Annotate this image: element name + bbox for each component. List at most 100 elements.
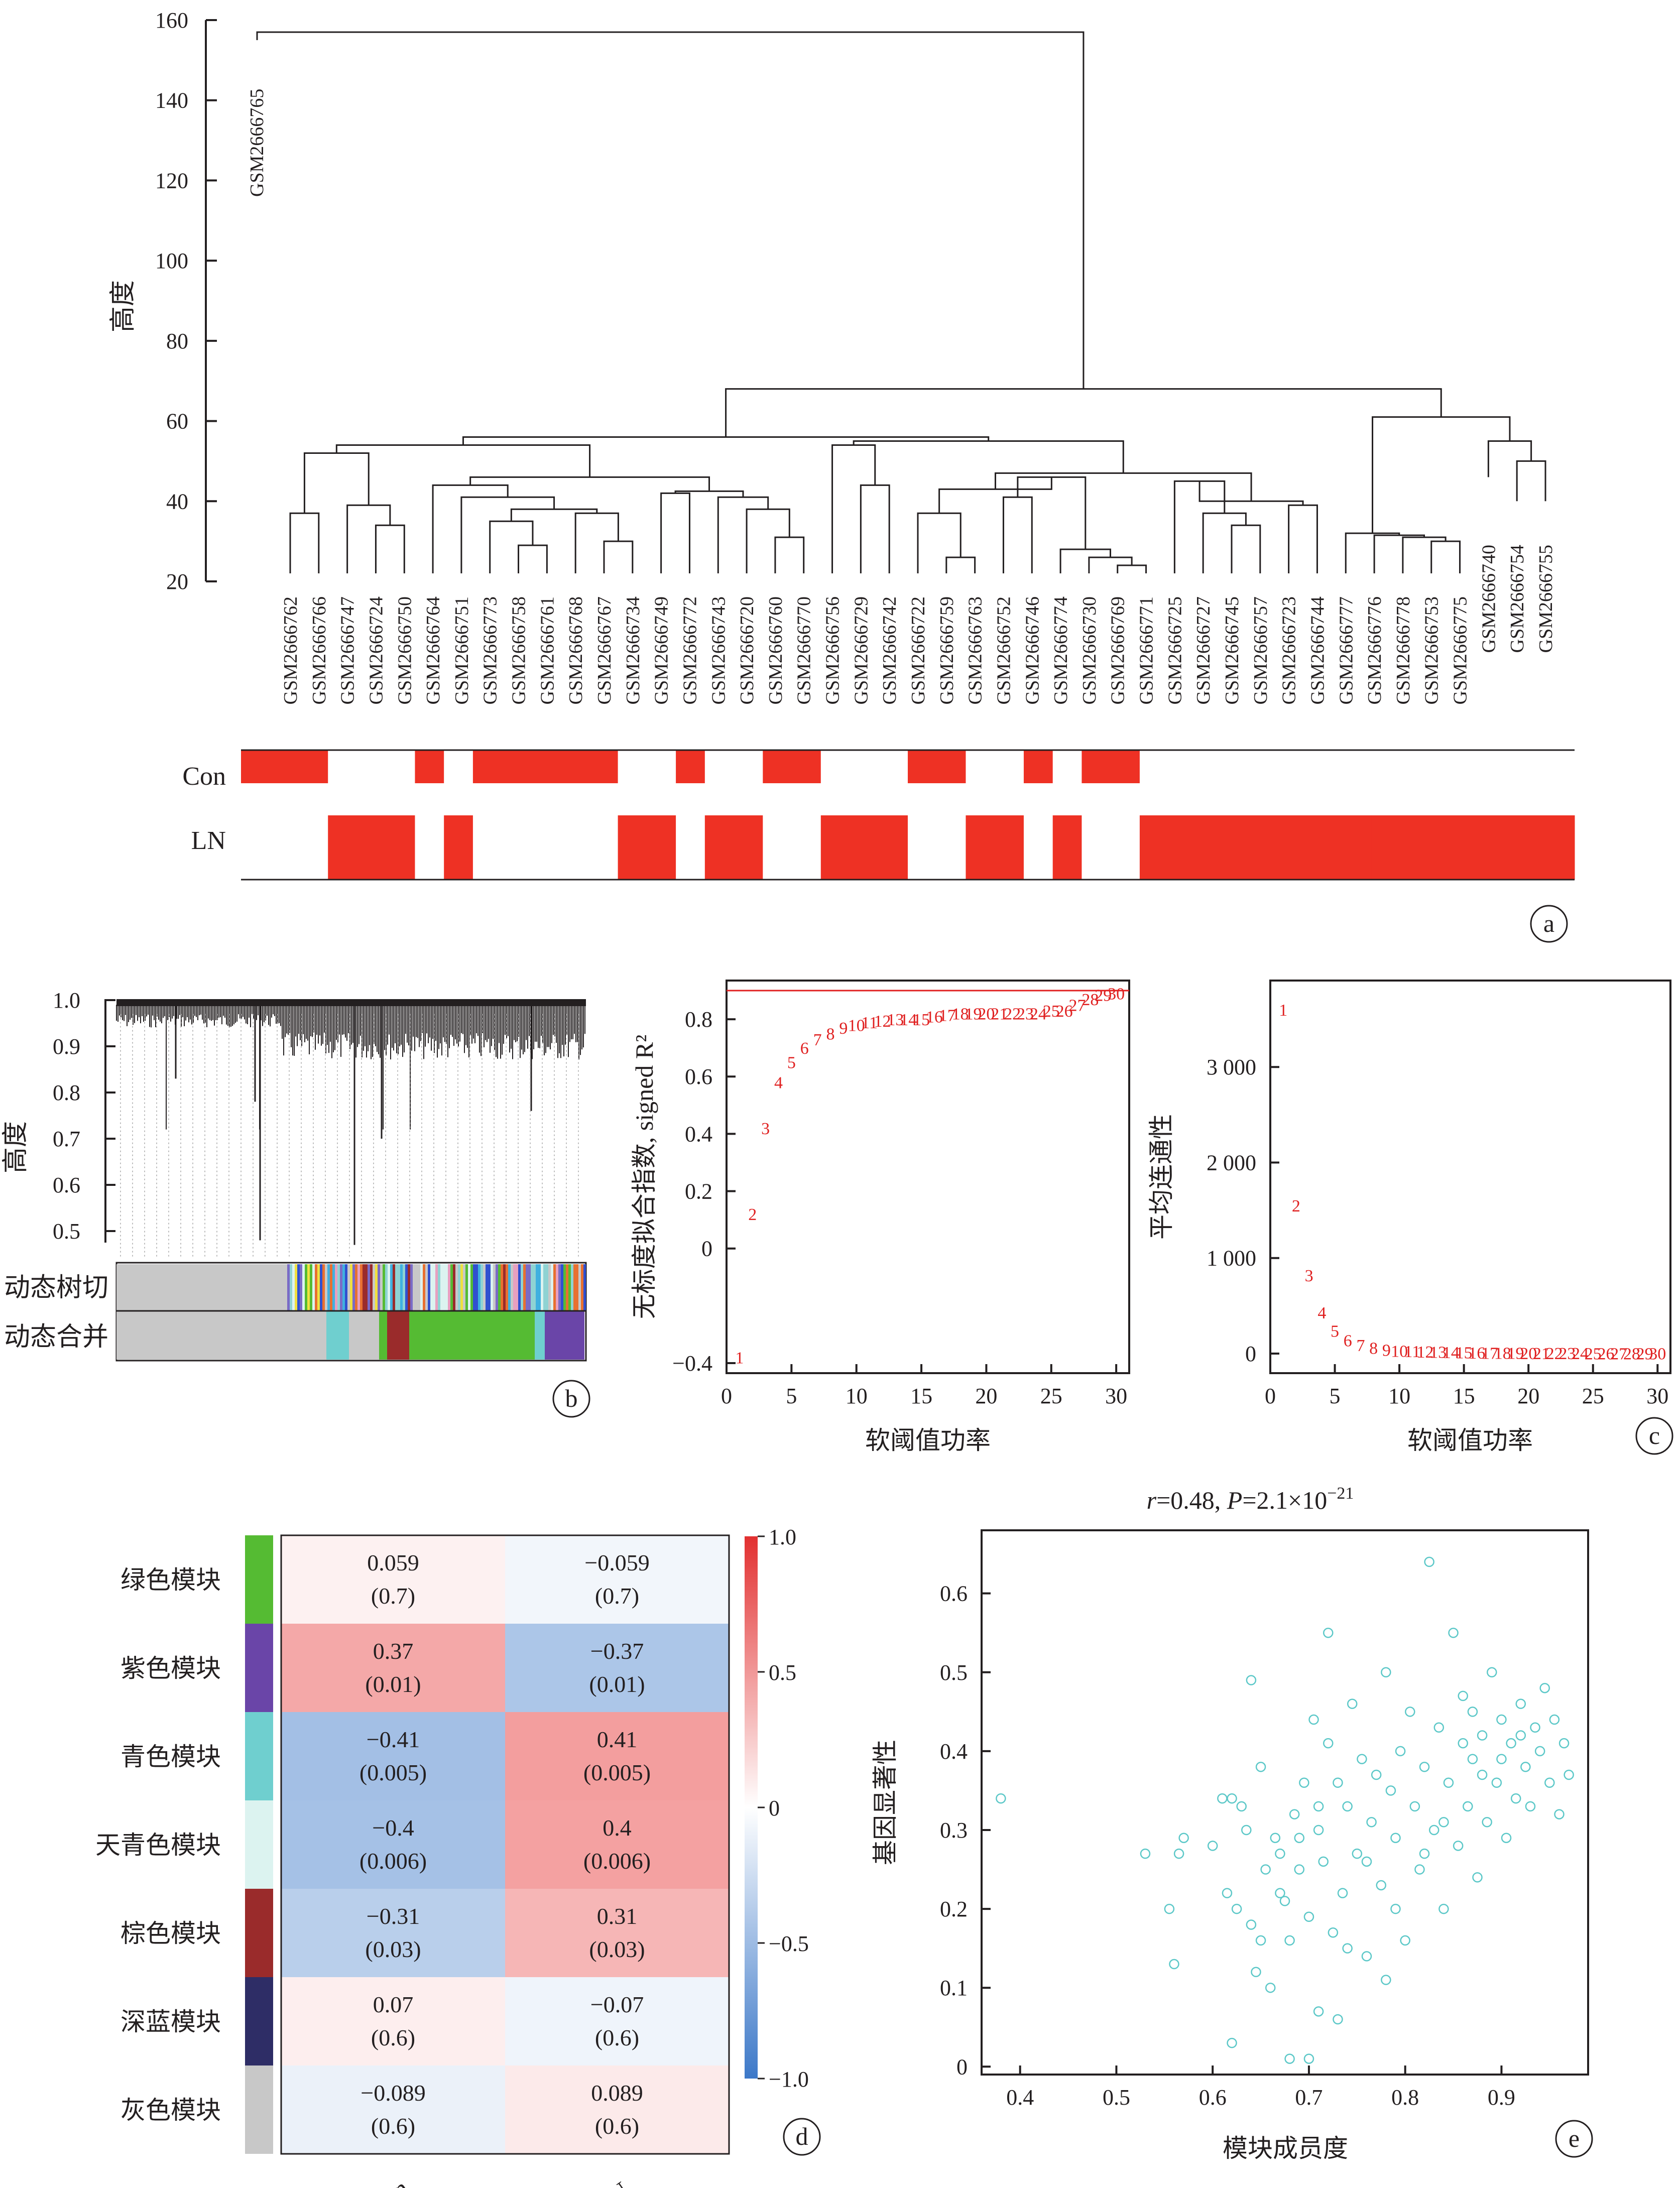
heatmap-cell — [505, 1889, 729, 1977]
heatmap-cell — [281, 2065, 505, 2154]
scatter-point — [1294, 1864, 1305, 1875]
trait-cell-con — [936, 750, 966, 783]
scale-tick-label: −0.5 — [769, 1931, 809, 1956]
trait-cell-ln — [588, 815, 619, 880]
trait-cell-con — [704, 750, 735, 783]
scatter-point — [1371, 1769, 1382, 1780]
dendrogram-link — [469, 476, 710, 492]
scatter-point — [1178, 1833, 1189, 1843]
leaf-label: GSM2666754 — [1507, 545, 1528, 653]
dynamic-tree-stripe — [297, 1264, 300, 1310]
panel-b-row1-label: 动态树切 — [4, 1274, 108, 1302]
leaf-label: GSM2666767 — [594, 596, 615, 704]
dendrogram-link — [489, 520, 534, 574]
panel-b-module-dendrogram: 1.0 0.9 0.8 0.7 0.6 0.5 高度 动态树切 动态合并 b — [2, 988, 590, 1418]
trait-cell-con — [1343, 750, 1372, 783]
dynamic-tree-stripe — [355, 1264, 357, 1310]
fit-point-label: 18 — [952, 1005, 969, 1024]
scatter-xlabel: 模块成员度 — [1223, 2134, 1348, 2162]
panel-b-ytick-label: 0.7 — [53, 1127, 80, 1151]
trait-cell-con — [1429, 750, 1459, 783]
dynamic-tree-stripe — [470, 1264, 473, 1310]
scatter-point — [1496, 1754, 1507, 1764]
scatter-point — [1164, 1903, 1175, 1914]
dendrogram-link — [335, 444, 591, 477]
panel-a-ytick-label: 80 — [166, 329, 188, 353]
dynamic-tree-stripe — [563, 1264, 566, 1310]
trait-cell-ln — [704, 815, 735, 880]
trait-cell-ln — [936, 815, 966, 880]
module-tree-leaves — [120, 1014, 579, 1258]
scatter-point — [1477, 1769, 1488, 1780]
trait-cell-con — [676, 750, 705, 783]
trait-cell-con — [820, 750, 851, 783]
scatter-point — [1284, 2053, 1295, 2064]
dynamic-tree-stripe — [368, 1264, 370, 1310]
dynamic-tree-stripe — [322, 1264, 325, 1310]
dynamic-merge-segment — [545, 1311, 584, 1360]
dynamic-tree-stripe — [363, 1264, 365, 1310]
dendrogram-link — [1198, 481, 1304, 506]
dynamic-tree-stripe — [518, 1264, 521, 1310]
dynamic-tree-stripe — [418, 1264, 420, 1310]
dynamic-tree-stripe — [315, 1264, 317, 1310]
scatter-point — [1299, 1777, 1309, 1788]
scatter-point — [1265, 1982, 1276, 1993]
dynamic-tree-stripe — [568, 1264, 571, 1310]
panel-a-outlier-leaf: GSM2666765 — [247, 89, 268, 197]
module-color-swatch — [245, 1977, 273, 2065]
scale-tick-label: 0.5 — [769, 1660, 796, 1685]
leaf-label: GSM2666773 — [480, 596, 501, 704]
dynamic-tree-stripe — [415, 1264, 418, 1310]
dynamic-tree-stripe — [310, 1264, 312, 1310]
scatter-point — [1279, 1896, 1290, 1906]
fit-xtick-label: 30 — [1105, 1384, 1127, 1408]
trait-cell-ln — [734, 815, 763, 880]
dynamic-tree-stripe — [548, 1264, 551, 1310]
leaf-label: GSM2666756 — [822, 596, 844, 704]
conn-point-label: 24 — [1572, 1345, 1589, 1363]
scatter-point — [1227, 2037, 1237, 2048]
dynamic-tree-stripe — [287, 1264, 290, 1310]
trait-cell-con — [1139, 750, 1169, 783]
trait-cell-ln — [502, 815, 531, 880]
heatmap-col-label: LN — [590, 2176, 634, 2188]
scatter-point — [1405, 1707, 1415, 1717]
dynamic-tree-stripe — [342, 1264, 345, 1310]
dendrogram-link — [1059, 548, 1112, 574]
trait-cell-con — [647, 750, 676, 783]
dendrogram-link — [1017, 476, 1087, 550]
dynamic-tree-stripe — [423, 1264, 425, 1310]
dynamic-tree-stripe — [295, 1264, 297, 1310]
scatter-point — [1270, 1833, 1281, 1843]
leaf-label: GSM2666742 — [879, 596, 900, 704]
conn-ytick-label: 0 — [1245, 1342, 1256, 1366]
module-color-swatch — [245, 1712, 273, 1800]
trait-cell-ln — [1284, 815, 1314, 880]
scatter-point — [1395, 1746, 1406, 1757]
panel-b-badge — [552, 1380, 590, 1418]
module-color-swatch — [245, 1889, 273, 1977]
heatmap-corr-label: −0.4 — [372, 1815, 414, 1841]
color-scale-bar — [745, 1536, 758, 2079]
panel-a-row-ln: LN — [191, 826, 226, 855]
dynamic-tree-stripe — [408, 1264, 410, 1310]
leaf-label: GSM2666761 — [537, 596, 558, 704]
scatter-point — [1539, 1682, 1550, 1693]
dynamic-tree-stripe — [531, 1264, 533, 1310]
dynamic-tree-stripe — [541, 1264, 543, 1310]
heatmap-corr-label: 0.31 — [597, 1903, 638, 1929]
trait-cell-con — [966, 750, 995, 783]
dendrogram-link — [994, 472, 1252, 502]
fit-point-label: 30 — [1108, 985, 1125, 1004]
dynamic-tree-stripe — [578, 1264, 581, 1310]
dynamic-merge-grey — [116, 1311, 287, 1360]
dynamic-tree-stripe — [458, 1264, 460, 1310]
scatter-point — [1207, 1841, 1218, 1851]
dynamic-tree-stripe — [516, 1264, 518, 1310]
scatter-point — [1323, 1627, 1334, 1638]
trait-cell-con — [472, 750, 503, 783]
scatter-point — [1308, 1714, 1319, 1725]
panel-a-dendrogram: 160 140 120 100 80 60 40 20 高度 GSM2666765 GSM26… — [109, 8, 1575, 943]
conn-point-label: 27 — [1610, 1345, 1627, 1363]
